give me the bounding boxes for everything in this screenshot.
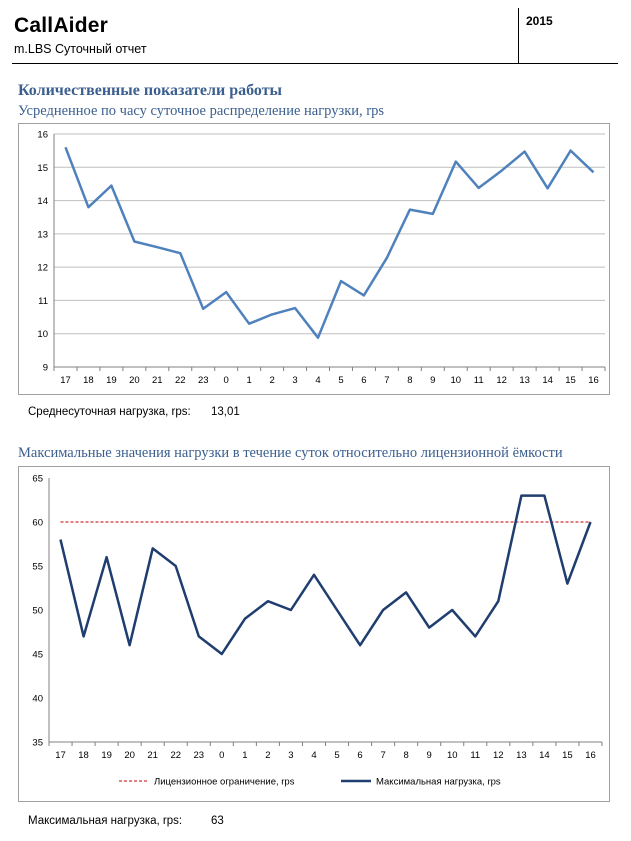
- chart2-xtick-label: 21: [147, 750, 158, 761]
- chart1-xtick-label: 7: [384, 375, 389, 386]
- chart1-xtick-label: 8: [407, 375, 412, 386]
- header-rule: [12, 63, 618, 64]
- chart2-legend-label-1: Лицензионное ограничение, rps: [154, 777, 295, 788]
- chart2-xtick-label: 22: [170, 750, 181, 761]
- chart2-xtick-label: 15: [562, 750, 573, 761]
- chart2-xtick-label: 3: [288, 750, 293, 761]
- chart1-title: Усредненное по часу суточное распределен…: [18, 103, 384, 119]
- report-year: 2015: [526, 14, 553, 28]
- chart2-ytick-label: 50: [32, 606, 43, 617]
- chart1-xtick-label: 15: [565, 375, 576, 386]
- chart2-ytick-label: 45: [32, 650, 43, 661]
- max-load-value: 63: [211, 815, 224, 827]
- chart2-xtick-label: 7: [380, 750, 385, 761]
- chart2-title: Максимальные значения нагрузки в течение…: [18, 445, 563, 461]
- chart2-xtick-label: 4: [311, 750, 316, 761]
- avg-load-stat: Среднесуточная нагрузка, rps: 13,01: [28, 406, 240, 418]
- avg-load-label: Среднесуточная нагрузка, rps:: [28, 406, 191, 418]
- chart2-xtick-label: 18: [78, 750, 89, 761]
- chart1-xtick-label: 9: [430, 375, 435, 386]
- chart1-xtick-label: 20: [129, 375, 140, 386]
- chart1-xtick-label: 14: [542, 375, 553, 386]
- chart2-ytick-label: 40: [32, 694, 43, 705]
- brand-title: CallAider: [14, 14, 108, 37]
- chart2-ytick-label: 55: [32, 562, 43, 573]
- chart1-xtick-label: 2: [269, 375, 274, 386]
- chart2-xtick-label: 9: [427, 750, 432, 761]
- chart2-xtick-label: 17: [55, 750, 66, 761]
- chart1-xtick-label: 5: [338, 375, 343, 386]
- chart2-xtick-label: 16: [585, 750, 596, 761]
- chart2-xtick-label: 23: [193, 750, 204, 761]
- chart2-xtick-label: 8: [403, 750, 408, 761]
- chart1-ytick-label: 14: [37, 196, 48, 207]
- chart1-xtick-label: 12: [496, 375, 507, 386]
- chart1-ytick-label: 13: [37, 229, 48, 240]
- chart1-xtick-label: 13: [519, 375, 530, 386]
- chart1-xtick-label: 1: [246, 375, 251, 386]
- chart1-xtick-label: 6: [361, 375, 366, 386]
- chart2-xtick-label: 19: [101, 750, 112, 761]
- chart2-xtick-label: 20: [124, 750, 135, 761]
- chart1-xtick-label: 21: [152, 375, 163, 386]
- chart2-xtick-label: 2: [265, 750, 270, 761]
- chart1-xtick-label: 17: [60, 375, 71, 386]
- chart1-xtick-label: 11: [474, 375, 484, 386]
- chart2-container: 35 40 45 50 55 60 65 17 18 19 20 21 22 23 0 1 2 3 4 5 6 7 8 9 10…: [18, 466, 610, 802]
- chart1-ytick-label: 15: [37, 163, 48, 174]
- chart1-xtick-label: 18: [83, 375, 94, 386]
- chart2-ytick-label: 35: [32, 738, 43, 749]
- chart2-xtick-label: 5: [334, 750, 339, 761]
- chart2-legend-label-2: Максимальная нагрузка, rps: [376, 777, 501, 788]
- chart1-xtick-label: 3: [292, 375, 297, 386]
- chart2-xtick-label: 6: [357, 750, 362, 761]
- chart1-container: 9 10 11 12 13 14 15 16 17 18 19 20 21 22 23 0 1 2 3 4 5 6 7 8 9 1…: [18, 123, 610, 395]
- chart1-ytick-label: 16: [37, 130, 48, 141]
- chart1-ytick-label: 10: [37, 329, 48, 340]
- chart1-xtick-label: 0: [224, 375, 229, 386]
- chart1-series-line-1: [64, 146, 595, 339]
- chart2-ytick-label: 60: [32, 518, 43, 529]
- chart2-xtick-label: 13: [516, 750, 527, 761]
- chart1-xtick-label: 22: [175, 375, 186, 386]
- chart2-xtick-label: 10: [447, 750, 458, 761]
- chart1-ytick-label: 11: [38, 296, 48, 307]
- chart1-ytick-label: 9: [43, 363, 48, 374]
- chart1-xtick-label: 10: [450, 375, 461, 386]
- chart1-xtick-label: 4: [315, 375, 320, 386]
- chart2-ytick-label: 65: [32, 474, 43, 485]
- chart1-xtick-label: 19: [106, 375, 117, 386]
- chart2-series-line-2: [59, 494, 592, 656]
- max-load-label: Максимальная нагрузка, rps:: [28, 815, 183, 827]
- chart2-xtick-label: 14: [539, 750, 550, 761]
- chart1-xtick-label: 16: [588, 375, 599, 386]
- chart2-xtick-label: 1: [242, 750, 247, 761]
- chart2-xtick-label: 11: [470, 750, 480, 761]
- chart1-xtick-label: 23: [198, 375, 209, 386]
- chart2-xtick-label: 0: [219, 750, 224, 761]
- chart2-xtick-label: 12: [493, 750, 504, 761]
- chart1-ytick-label: 12: [37, 263, 48, 274]
- section-title: Количественные показатели работы: [18, 82, 283, 99]
- header-divider: [518, 8, 519, 64]
- report-subtitle: m.LBS Суточный отчет: [14, 42, 147, 56]
- max-load-stat: Максимальная нагрузка, rps: 63: [28, 815, 224, 827]
- avg-load-value: 13,01: [211, 406, 240, 418]
